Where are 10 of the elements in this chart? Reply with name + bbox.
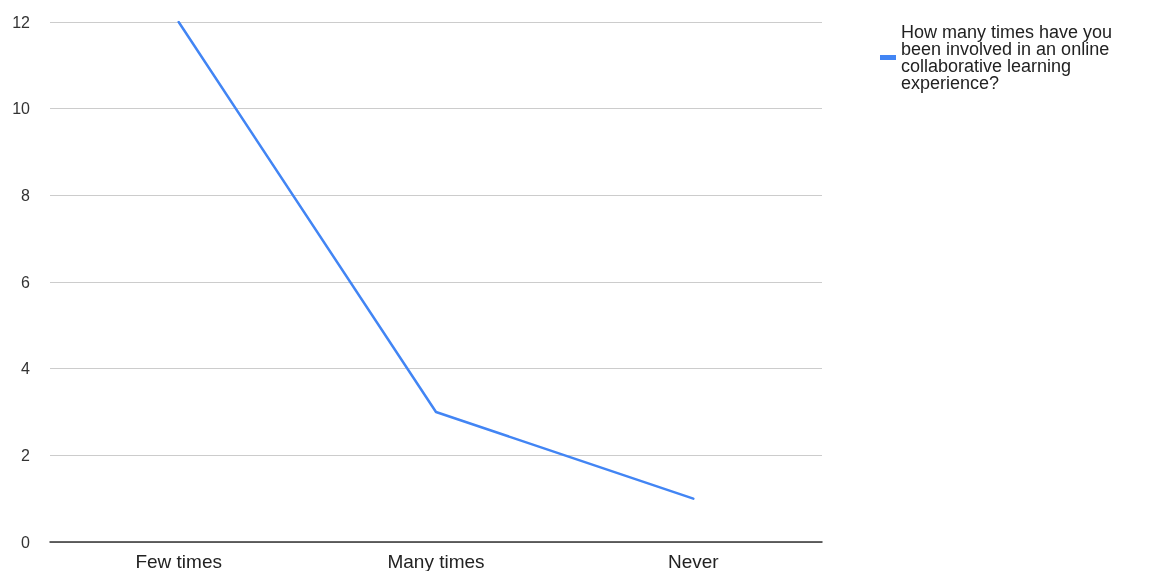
x-tick-label: Never xyxy=(667,551,720,572)
legend-label: How many times have you been involved in an online collaborative learning experience? xyxy=(901,22,1118,93)
y-tick-label: 2 xyxy=(21,446,31,464)
y-tick-label: 4 xyxy=(21,360,31,378)
y-tick-label: 10 xyxy=(12,100,31,118)
y-tick-label: 8 xyxy=(21,186,31,204)
x-tick-label: Few times xyxy=(135,551,222,572)
y-tick-label: 6 xyxy=(21,273,31,291)
y-tick-label: 0 xyxy=(21,533,31,551)
y-tick-label: 12 xyxy=(12,13,31,31)
